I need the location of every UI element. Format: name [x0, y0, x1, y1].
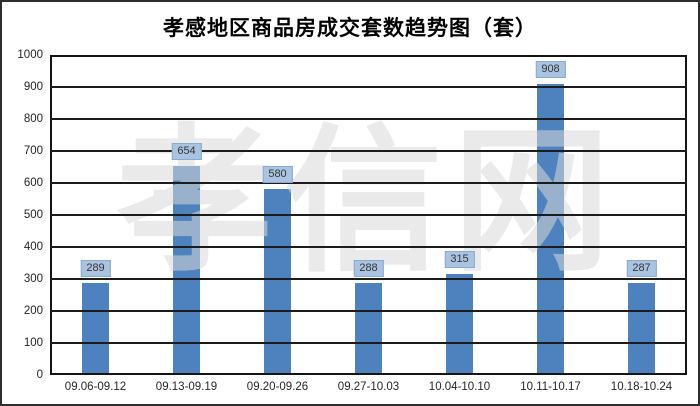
bar	[173, 165, 200, 375]
bar	[446, 274, 473, 375]
y-axis-tick-label: 100	[23, 337, 43, 349]
bar	[82, 282, 109, 375]
y-axis-tick-label: 400	[23, 241, 43, 253]
y-axis-tick-label: 200	[23, 305, 43, 317]
y-axis-tick-label: 600	[23, 177, 43, 189]
bar	[264, 189, 291, 375]
y-axis-tick-label: 1000	[17, 49, 43, 61]
bar	[537, 84, 564, 375]
y-axis-tick-label: 500	[23, 209, 43, 221]
x-axis-tick-label: 09.06-09.12	[64, 381, 127, 393]
plot-area: 孝信网 0 100 200 300 400 500 600 700 800 900 1000 289 0…	[17, 49, 687, 393]
chart-title: 孝感地区商品房成交套数趋势图（套）	[163, 16, 537, 40]
bars-layer	[50, 55, 687, 375]
x-axis-tick-label: 10.11-10.17	[520, 381, 581, 393]
x-axis-tick-label: 10.18-10.24	[610, 381, 673, 393]
y-axis-tick-label: 700	[23, 145, 43, 157]
x-axis-tick-label: 10.04-10.10	[428, 381, 491, 393]
bar	[628, 283, 655, 375]
y-axis-tick-label: 800	[23, 113, 43, 125]
bar	[355, 282, 382, 375]
y-axis-tick-label: 300	[23, 273, 43, 285]
x-axis-tick-label: 09.27-10.03	[337, 381, 400, 393]
x-axis-tick-label: 09.20-09.26	[246, 381, 309, 393]
y-axis-tick-label: 0	[36, 369, 43, 381]
y-axis-tick-label: 900	[23, 81, 43, 93]
x-axis-tick-label: 09.13-09.19	[155, 381, 218, 393]
